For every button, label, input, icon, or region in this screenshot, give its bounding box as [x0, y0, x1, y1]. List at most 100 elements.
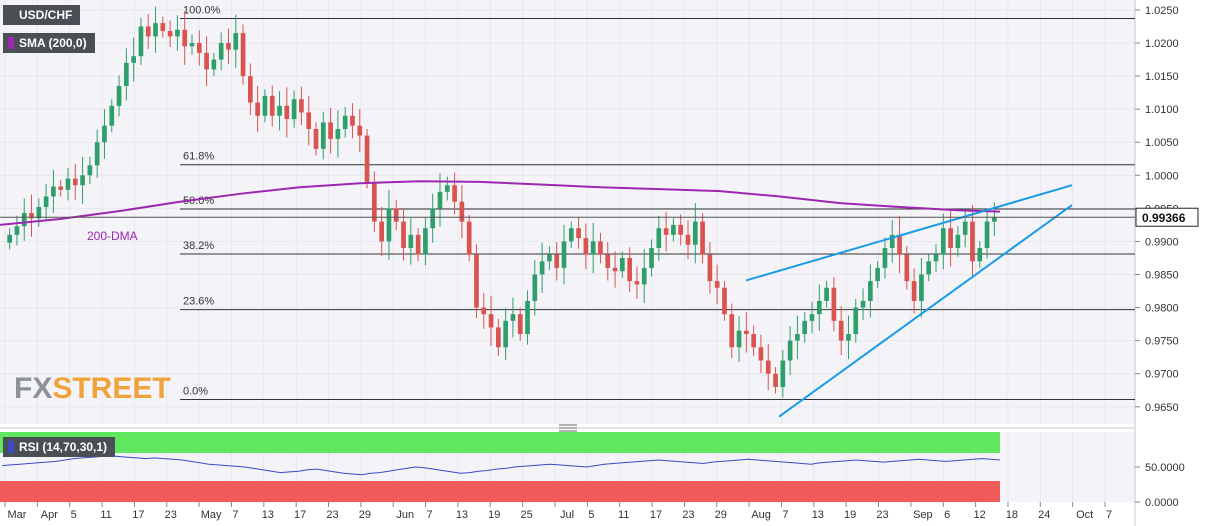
candle: [218, 42, 224, 60]
candle: [955, 234, 961, 249]
candle: [948, 228, 953, 249]
candle: [29, 212, 34, 219]
candle: [700, 221, 705, 255]
y-tick-label: 1.0150: [1145, 71, 1179, 83]
x-tick-label: 23: [876, 509, 888, 521]
candle: [94, 142, 100, 166]
x-tick-label: 17: [132, 509, 144, 521]
x-tick-label: Apr: [41, 509, 58, 521]
candle: [853, 307, 859, 335]
candle: [109, 105, 115, 126]
candle: [299, 99, 304, 113]
candle: [102, 125, 107, 143]
lower-trendline: [778, 204, 1073, 418]
candle: [284, 105, 290, 120]
candle: [510, 314, 516, 321]
candle: [663, 228, 669, 235]
candle: [904, 254, 910, 282]
price-panel: [0, 0, 1135, 424]
candle: [328, 122, 333, 139]
y-tick-label: 1.0250: [1145, 5, 1179, 17]
candle: [386, 208, 392, 242]
candle: [320, 122, 326, 149]
pair-label[interactable]: USD/CHF: [3, 5, 81, 25]
y-tick-label: 1.0200: [1145, 38, 1179, 50]
candle: [72, 178, 78, 186]
rsi-label[interactable]: RSI (14,70,30,1): [3, 437, 116, 457]
x-tick-label: 25: [521, 509, 533, 521]
candle: [824, 287, 829, 301]
last-price-label: 0.99366: [1142, 211, 1186, 225]
indicator-label[interactable]: SMA (200,0): [3, 33, 95, 53]
candle: [342, 115, 348, 129]
candle: [795, 334, 800, 341]
fib-label: 38.2%: [183, 240, 214, 252]
overbought-band: [0, 432, 1000, 453]
candle: [43, 196, 49, 208]
candle: [160, 23, 166, 32]
y-tick-label: 1.0100: [1145, 104, 1179, 116]
x-tick-label: 29: [359, 509, 371, 521]
candle: [335, 128, 341, 139]
candle: [116, 85, 122, 106]
candle: [554, 254, 560, 268]
x-tick-label: 18: [1006, 509, 1018, 521]
candle: [765, 360, 771, 374]
candle: [816, 300, 822, 315]
x-tick-label: 7: [782, 509, 788, 521]
candle: [65, 178, 71, 190]
candle: [379, 221, 384, 242]
upper-trendline: [745, 184, 1073, 282]
candle: [802, 320, 808, 335]
candle: [313, 128, 319, 149]
candle: [671, 224, 676, 235]
candle: [408, 234, 414, 249]
fib-label: 0.0%: [183, 386, 208, 398]
candle: [306, 112, 312, 129]
candle: [707, 254, 713, 282]
candle: [393, 208, 399, 222]
candle: [474, 254, 479, 308]
candle: [277, 105, 282, 116]
candle: [751, 334, 756, 348]
x-tick-label: 23: [165, 509, 177, 521]
candle: [919, 274, 924, 301]
x-tick-label: Mar: [8, 509, 27, 521]
candle: [240, 33, 246, 77]
candle: [736, 330, 742, 348]
candle: [911, 281, 917, 301]
candle: [437, 191, 443, 209]
candle: [517, 314, 523, 335]
x-tick-label: 11: [618, 509, 629, 521]
candle: [372, 181, 377, 222]
x-tick-label: 17: [650, 509, 662, 521]
x-tick-label: May: [201, 509, 222, 521]
candle: [714, 281, 720, 288]
candle: [641, 267, 647, 285]
candle: [401, 221, 406, 249]
candle: [685, 234, 691, 245]
x-tick-label: 5: [71, 509, 77, 521]
candle: [488, 314, 494, 328]
candle: [189, 42, 195, 47]
candle: [21, 212, 27, 227]
candle: [357, 125, 363, 136]
candle: [226, 42, 231, 50]
sma-line: [0, 180, 1001, 226]
divider-handle-icon[interactable]: [559, 424, 577, 432]
y-tick-label: 0.9900: [1145, 236, 1179, 248]
x-tick-label: 24: [1038, 509, 1050, 521]
candle: [656, 228, 662, 249]
candle: [889, 234, 895, 249]
candle: [846, 334, 851, 341]
x-tick-label: 7: [1106, 509, 1112, 521]
candle: [496, 327, 501, 348]
x-tick-label: Jul: [560, 509, 574, 521]
candle: [248, 76, 253, 103]
sma-label: 200-DMA: [87, 229, 138, 243]
candle: [649, 248, 654, 268]
candle: [459, 201, 465, 222]
x-tick-label: 12: [973, 509, 985, 521]
candle: [831, 287, 837, 321]
